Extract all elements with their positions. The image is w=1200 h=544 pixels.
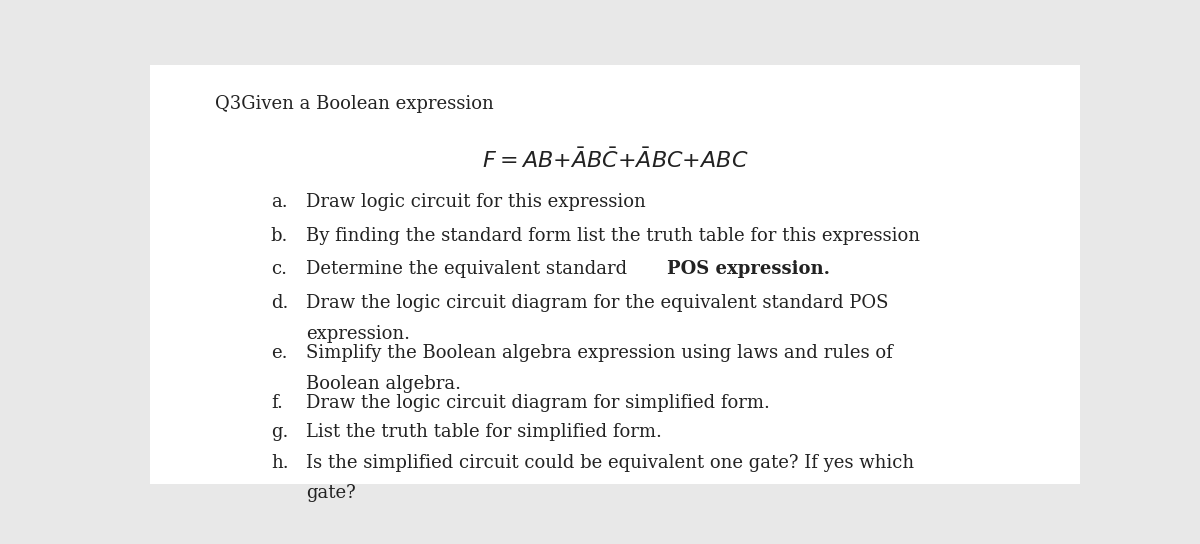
Text: By finding the standard form list the truth table for this expression: By finding the standard form list the tr… [306, 226, 920, 245]
Text: g.: g. [271, 423, 288, 441]
Text: Q3Given a Boolean expression: Q3Given a Boolean expression [215, 95, 494, 113]
Text: Simplify the Boolean algebra expression using laws and rules of: Simplify the Boolean algebra expression … [306, 344, 893, 362]
Text: b.: b. [271, 226, 288, 245]
Text: Boolean algebra.: Boolean algebra. [306, 375, 461, 393]
Text: Determine the equivalent standard: Determine the equivalent standard [306, 260, 634, 278]
Text: expression.: expression. [306, 325, 410, 343]
Text: POS expression.: POS expression. [667, 260, 830, 278]
Text: Is the simplified circuit could be equivalent one gate? If yes which: Is the simplified circuit could be equiv… [306, 454, 914, 472]
Text: h.: h. [271, 454, 288, 472]
FancyBboxPatch shape [150, 65, 1080, 484]
Text: c.: c. [271, 260, 287, 278]
Text: Draw the logic circuit diagram for simplified form.: Draw the logic circuit diagram for simpl… [306, 394, 770, 412]
Text: Draw logic circuit for this expression: Draw logic circuit for this expression [306, 193, 646, 211]
Text: a.: a. [271, 193, 288, 211]
Text: $F{=}AB{+}\bar{A}B\bar{C}{+}\bar{A}BC{+}ABC$: $F{=}AB{+}\bar{A}B\bar{C}{+}\bar{A}BC{+}… [481, 149, 749, 174]
Text: List the truth table for simplified form.: List the truth table for simplified form… [306, 423, 662, 441]
Text: d.: d. [271, 294, 288, 312]
Text: f.: f. [271, 394, 283, 412]
Text: Draw the logic circuit diagram for the equivalent standard POS: Draw the logic circuit diagram for the e… [306, 294, 889, 312]
Text: e.: e. [271, 344, 288, 362]
Text: gate?: gate? [306, 484, 356, 502]
